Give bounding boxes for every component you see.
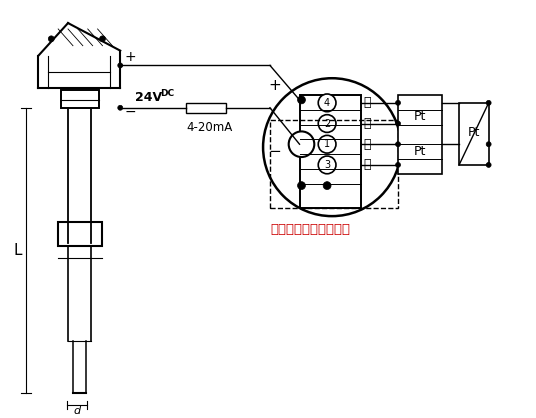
Bar [459, 103, 489, 165]
Text: 白: 白 [363, 117, 371, 130]
Bar [270, 120, 398, 208]
Text: DC: DC [160, 89, 174, 99]
Text: d: d [73, 406, 80, 416]
Circle shape [318, 115, 336, 133]
Circle shape [297, 96, 306, 104]
Circle shape [396, 142, 400, 147]
Text: 3: 3 [324, 160, 330, 170]
Circle shape [486, 163, 491, 167]
Bar [300, 95, 361, 208]
Text: −: − [269, 144, 281, 158]
Text: 红: 红 [363, 138, 371, 151]
Bar [398, 95, 442, 174]
Text: Pt: Pt [413, 145, 426, 158]
Circle shape [486, 142, 491, 147]
Circle shape [318, 156, 336, 174]
Circle shape [318, 94, 336, 112]
Text: 红: 红 [363, 158, 371, 171]
Text: 1: 1 [324, 139, 330, 149]
Circle shape [100, 36, 106, 42]
Text: 热电阻：三线或四线制: 热电阻：三线或四线制 [270, 224, 350, 237]
Text: 4-20mA: 4-20mA [186, 121, 233, 134]
Circle shape [323, 182, 331, 189]
Circle shape [318, 135, 336, 153]
Text: −: − [124, 105, 136, 119]
Circle shape [396, 163, 400, 167]
Bar [58, 222, 101, 246]
Text: 白: 白 [363, 97, 371, 110]
Circle shape [486, 100, 491, 105]
Circle shape [118, 105, 123, 110]
Bar [186, 103, 226, 113]
Circle shape [48, 36, 54, 42]
Circle shape [297, 182, 306, 189]
Text: 4: 4 [324, 98, 330, 108]
Text: L: L [13, 243, 22, 258]
Circle shape [396, 121, 400, 126]
Circle shape [289, 131, 314, 157]
Text: Pt: Pt [413, 110, 426, 123]
Text: +: + [269, 78, 281, 93]
Text: Pt: Pt [468, 126, 480, 139]
Text: 24V: 24V [135, 92, 162, 104]
Bar [61, 90, 99, 108]
Circle shape [118, 63, 123, 68]
Circle shape [396, 100, 400, 105]
Text: +: + [124, 50, 136, 64]
Text: 2: 2 [324, 119, 330, 129]
